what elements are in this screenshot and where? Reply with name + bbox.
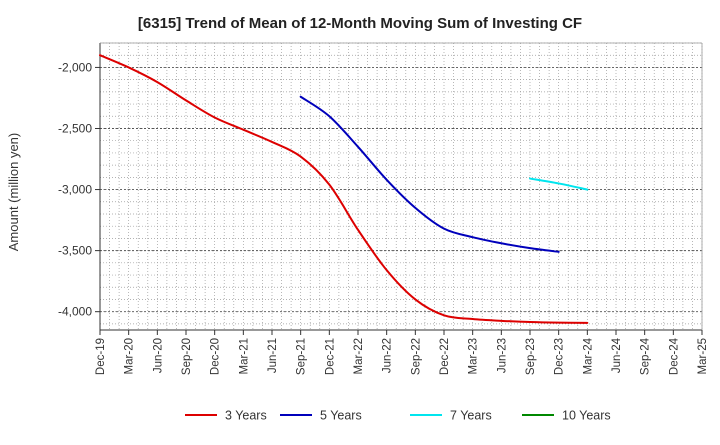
legend: 3 Years 5 Years 7 Years 10 Years: [185, 409, 611, 423]
legend-label-10-years: 10 Years: [562, 409, 611, 423]
x-tick-label: Sep-23: [525, 338, 537, 375]
plot-area: -2,000 -2,500 -3,000 -3,500 -4,000 Dec-19 Mar-…: [58, 42, 709, 375]
series-line-7-years: [529, 177, 589, 191]
x-tick-label: Sep-20: [181, 338, 193, 375]
x-tick-label: Dec-24: [668, 337, 680, 375]
legend-label-3-years: 3 Years: [225, 409, 267, 423]
chart-title: [6315] Trend of Mean of 12-Month Moving …: [138, 15, 582, 32]
x-tick-label: Dec-23: [554, 338, 566, 375]
legend-label-7-years: 7 Years: [450, 409, 492, 423]
y-tick-label: -2,000: [58, 60, 92, 74]
x-tick-label: Sep-22: [410, 338, 422, 375]
legend-label-5-years: 5 Years: [320, 409, 362, 423]
series-line-5-years: [299, 95, 560, 253]
y-tick-label: -3,500: [58, 244, 92, 258]
x-tick-label: Mar-24: [582, 337, 594, 374]
x-tick-label: Dec-19: [95, 338, 107, 375]
x-tick-label: Jun-24: [611, 337, 623, 373]
x-tick-label: Jun-22: [382, 338, 394, 373]
x-tick-label: Jun-20: [152, 338, 164, 373]
x-tick-label: Dec-20: [210, 338, 222, 375]
x-tick-label: Sep-21: [296, 338, 308, 375]
series-line-3-years: [99, 54, 589, 324]
y-axis-label: Amount (million yen): [6, 133, 21, 252]
x-tick-label: Jun-21: [267, 338, 279, 373]
x-tick-label: Mar-21: [238, 338, 250, 374]
x-tick-label: Mar-22: [353, 338, 365, 374]
x-tick-label: Mar-25: [697, 338, 709, 374]
y-tick-label: -2,500: [58, 121, 92, 135]
x-tick-label: Mar-20: [124, 338, 136, 374]
plot-background: [100, 43, 702, 330]
y-tick-label: -4,000: [58, 305, 92, 319]
x-tick-label: Dec-21: [324, 338, 336, 375]
x-tick-label: Jun-23: [496, 338, 508, 373]
x-tick-label: Sep-24: [640, 337, 652, 375]
x-tick-label: Mar-23: [468, 338, 480, 374]
x-tick-label: Dec-22: [439, 338, 451, 375]
y-tick-label: -3,000: [58, 183, 92, 197]
